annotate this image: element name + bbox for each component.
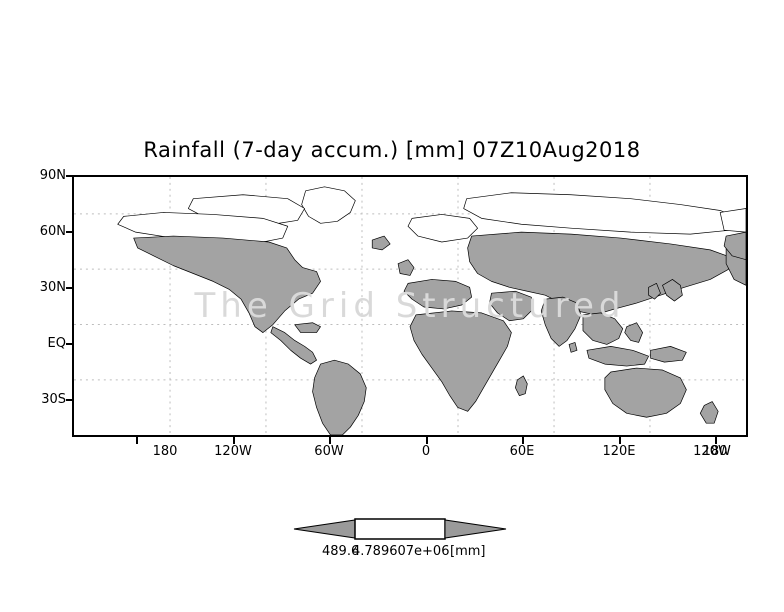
north-america-main [133, 235, 321, 333]
colorbar-cap-left [293, 519, 356, 539]
colorbar-band [354, 518, 446, 540]
central-america [270, 326, 317, 365]
alaska-canada [117, 212, 289, 245]
philippines [624, 322, 643, 343]
x-tick-mark [426, 437, 428, 444]
madagascar [515, 375, 528, 396]
asia-main [467, 231, 733, 316]
eurasia-arctic [463, 192, 741, 235]
australia [604, 367, 687, 418]
british-isles [397, 259, 415, 276]
y-tick-mark [66, 343, 73, 345]
europe-mediterranean [403, 279, 472, 310]
x-tick-mark [522, 437, 524, 444]
y-tick-label-90n: 90N [39, 168, 66, 183]
x-tick-mark [619, 437, 621, 444]
x-tick-mark [329, 437, 331, 444]
japan [662, 279, 683, 302]
x-tick-label-60e: 60E [509, 444, 535, 459]
greenland [301, 186, 356, 224]
x-tick-label-120w-wrap: 120W [693, 444, 731, 459]
colorbar-swatches [293, 518, 507, 540]
korea-peninsula [648, 283, 661, 300]
new-guinea [650, 346, 687, 363]
x-tick-label-60w: 60W [314, 444, 344, 459]
colorbar-labels: 489.6 4.789607e+06 [mm] [290, 544, 510, 562]
sri-lanka [568, 342, 578, 353]
y-axis-labels: 90N 60N 30N EQ 30S [8, 168, 66, 437]
colorbar-max-label: 4.789607e+06 [352, 544, 450, 559]
page-title: Rainfall (7-day accum.) [mm] 07Z10Aug201… [143, 138, 641, 162]
middle-east [489, 290, 534, 322]
x-tick-label-180e: 180 [702, 444, 728, 459]
southeast-asia [582, 312, 624, 345]
scandinavia-europe-north [407, 214, 478, 243]
x-tick-label-0: 0 [421, 444, 431, 459]
indonesia [586, 346, 649, 367]
map-plot-area[interactable] [72, 175, 748, 437]
y-tick-label-30n: 30N [39, 280, 66, 295]
x-tick-label-120e: 120E [602, 444, 636, 459]
y-tick-label-eq: EQ [47, 336, 66, 351]
landmasses [117, 186, 746, 435]
colorbar[interactable]: 489.6 4.789607e+06 [mm] [290, 514, 510, 560]
x-tick-mark [136, 437, 138, 444]
iceland [371, 235, 391, 251]
alaska-wrap [723, 231, 746, 261]
y-tick-mark [66, 175, 73, 177]
cuba-caribbean [294, 322, 321, 333]
x-axis-labels: 180 120W 60W 0 60E 120E 180 120W [72, 444, 748, 464]
y-tick-label-60n: 60N [39, 224, 66, 239]
africa [409, 310, 512, 412]
x-tick-label-120w: 120W [214, 444, 252, 459]
y-tick-mark [66, 231, 73, 233]
y-tick-mark [66, 399, 73, 401]
colorbar-units-label: [mm] [450, 544, 486, 559]
y-tick-label-30s: 30S [41, 392, 66, 407]
x-tick-mark [233, 437, 235, 444]
y-tick-mark [66, 287, 73, 289]
india [540, 296, 582, 347]
world-map [74, 177, 746, 435]
x-tick-mark [715, 437, 717, 444]
new-zealand [699, 401, 719, 424]
colorbar-min-label: 489.6 [322, 544, 360, 559]
south-america [312, 359, 367, 435]
north-america-wrap-right [719, 208, 746, 233]
colorbar-cap-right [444, 519, 507, 539]
x-tick-label-180w: 180 [152, 444, 178, 459]
